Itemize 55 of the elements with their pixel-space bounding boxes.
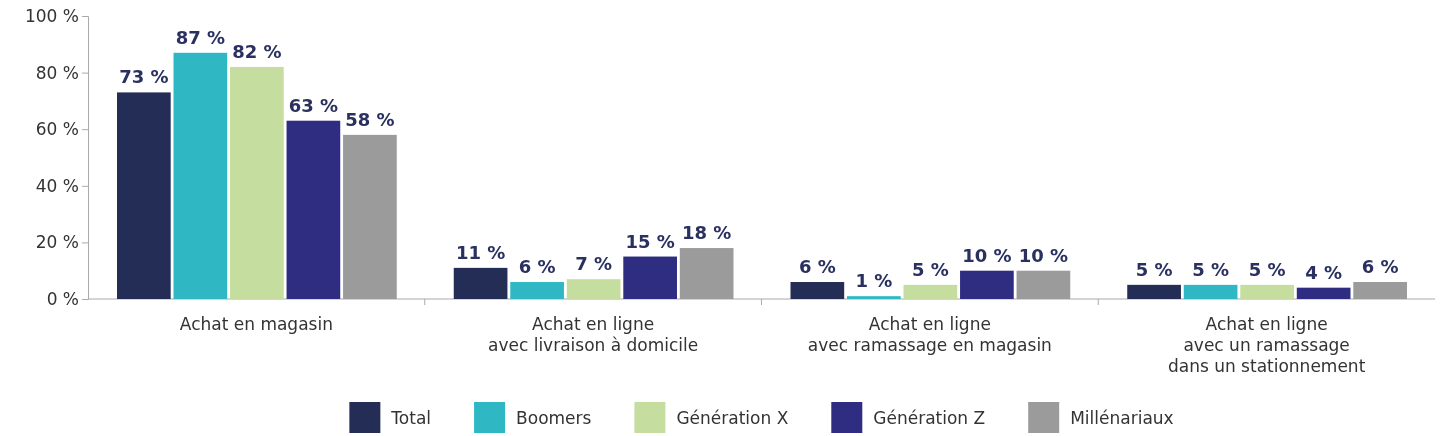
bar <box>1353 282 1407 299</box>
bar <box>117 92 171 299</box>
bar <box>623 256 677 299</box>
data-label: 18 % <box>681 222 732 244</box>
x-tick-label: Achat en ligne avec ramassage en magasin <box>807 314 1052 355</box>
y-tick-label: 40 % <box>35 175 79 196</box>
data-label: 7 % <box>575 253 613 275</box>
data-label: 5 % <box>1192 258 1230 280</box>
bar <box>1183 284 1238 299</box>
bar <box>1127 284 1181 299</box>
bar <box>847 296 901 299</box>
y-tick-label: 100 % <box>24 5 79 26</box>
bar <box>230 66 284 299</box>
x-tick-label: Achat en magasin <box>179 314 333 334</box>
data-label: 15 % <box>625 230 675 252</box>
y-tick-label: 80 % <box>35 62 79 83</box>
data-label: 1 % <box>855 270 893 292</box>
bar <box>1240 284 1294 299</box>
data-label: 11 % <box>455 241 506 263</box>
data-label: 73 % <box>119 66 169 88</box>
bar <box>1016 270 1071 299</box>
legend-label: Millénariaux <box>1070 408 1174 428</box>
data-label: 5 % <box>911 258 949 280</box>
bar <box>453 267 508 299</box>
legend-label: Génération Z <box>873 408 986 428</box>
legend-label: Génération X <box>676 408 789 428</box>
legend-label: Total <box>390 408 432 428</box>
data-label: 63 % <box>288 94 339 116</box>
data-label: 58 % <box>345 108 395 130</box>
data-label: 6 % <box>518 256 556 278</box>
bar <box>960 270 1014 299</box>
bar <box>566 279 621 299</box>
bar <box>790 282 845 299</box>
y-tick-label: 60 % <box>35 119 79 140</box>
data-label: 5 % <box>1135 258 1173 280</box>
bar <box>286 120 341 299</box>
bar <box>1296 287 1351 299</box>
bar <box>679 248 734 299</box>
y-tick-label: 20 % <box>35 232 79 253</box>
data-label: 10 % <box>962 244 1012 266</box>
x-tick-label: Achat en ligne avec un ramassage dans un stationnement <box>1167 314 1366 376</box>
data-label: 10 % <box>1018 244 1069 266</box>
data-label: 5 % <box>1248 258 1286 280</box>
y-tick-label: 0 % <box>46 288 79 309</box>
data-label: 6 % <box>798 256 836 278</box>
data-label: 87 % <box>175 26 226 48</box>
bar <box>173 52 228 299</box>
data-label: 6 % <box>1361 256 1399 278</box>
bar <box>343 134 397 299</box>
data-label: 82 % <box>232 40 282 62</box>
data-label: 4 % <box>1305 261 1343 283</box>
bar <box>903 284 958 299</box>
legend-label: Boomers <box>516 408 592 428</box>
x-tick-label: Achat en ligne avec livraison à domicile <box>487 314 699 355</box>
bar <box>510 282 564 299</box>
